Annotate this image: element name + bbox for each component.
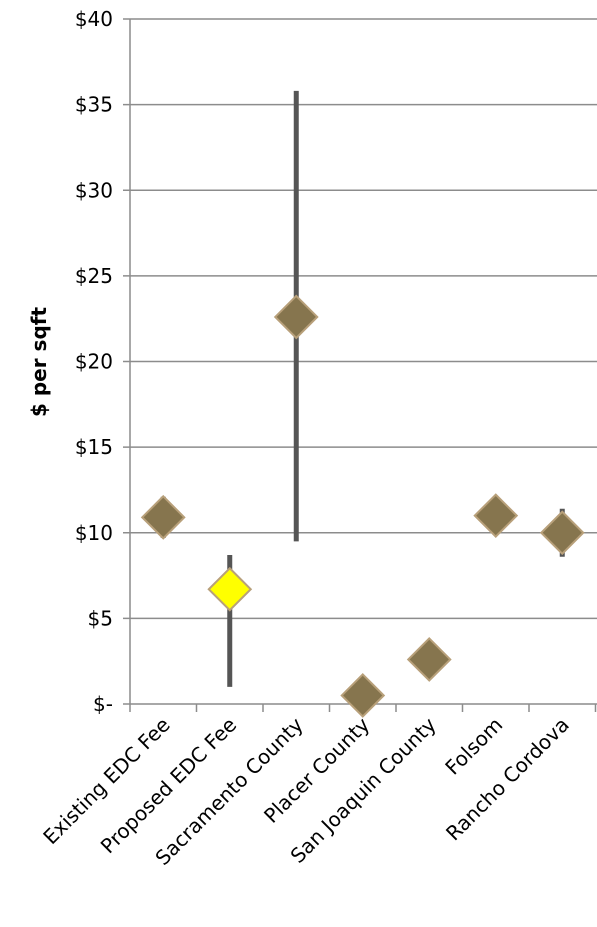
y-axis-title: $ per sqft: [27, 307, 51, 418]
y-tick-label: $15: [75, 435, 113, 459]
x-tick-label: Rancho Cordova: [441, 713, 574, 846]
y-tick-label: $20: [75, 350, 113, 374]
axis-layer: [123, 18, 597, 712]
grid-layer: [130, 18, 597, 620]
y-tick-label: $25: [75, 264, 113, 288]
point-layer: [140, 294, 585, 718]
data-point: [473, 493, 519, 539]
data-point: [140, 494, 186, 540]
data-point: [406, 637, 452, 682]
y-tick-label: $-: [93, 692, 113, 716]
data-point: [340, 673, 386, 718]
y-tick-label: $10: [75, 521, 113, 545]
y-tick-label: $5: [88, 606, 113, 630]
y-tick-label: $40: [75, 7, 113, 31]
y-tick-label: $35: [75, 93, 113, 117]
label-layer: $- $5 $10 $15 $20 $25 $30 $35 $40 Existing EDC Fe…: [38, 7, 573, 870]
y-tick-label: $30: [75, 178, 113, 202]
x-tick-label: Folsom: [440, 713, 507, 780]
data-point: [207, 566, 253, 612]
x-tick-label: Existing EDC Fee: [38, 713, 174, 849]
data-point: [539, 510, 585, 556]
data-point: [273, 294, 319, 340]
